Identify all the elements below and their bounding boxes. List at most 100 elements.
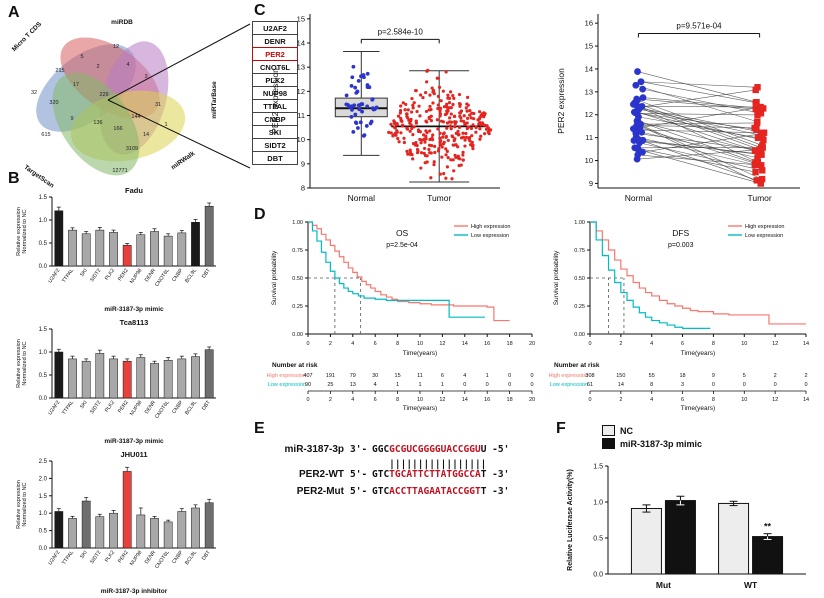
svg-text:Low expression: Low expression xyxy=(745,233,783,239)
luc-bar-mut-nc xyxy=(630,507,662,575)
svg-text:BCL9L: BCL9L xyxy=(184,550,198,567)
sequence-text: GGCGCGUCGGGGUACCGGUU -5' xyxy=(372,444,510,455)
svg-text:Relative expressionNormalized: Relative expressionNormalized to NC xyxy=(16,480,28,529)
venn-count: 1 xyxy=(164,122,167,128)
svg-text:CNBP: CNBP xyxy=(171,549,184,565)
svg-text:BCL9L: BCL9L xyxy=(184,400,198,417)
svg-text:18: 18 xyxy=(680,373,686,379)
bar-plk2 xyxy=(109,232,118,267)
svg-text:11: 11 xyxy=(417,373,423,379)
svg-text:18: 18 xyxy=(507,341,513,347)
panel-c-label: C xyxy=(254,2,266,19)
svg-text:NUP98: NUP98 xyxy=(129,550,144,567)
bar-u2af2 xyxy=(54,210,64,267)
svg-text:1.00: 1.00 xyxy=(574,220,585,226)
svg-text:Normal: Normal xyxy=(625,193,653,203)
sequence-row-mir-3187-3p: miR-3187-3p 3'- GGCGCGUCGGGGUACCGGUU -5' xyxy=(266,444,566,461)
svg-text:8: 8 xyxy=(712,397,715,403)
svg-text:0.0: 0.0 xyxy=(39,546,48,552)
significance-marker: ** xyxy=(764,522,772,532)
bar-ttpal xyxy=(68,229,77,267)
svg-text:4: 4 xyxy=(374,382,377,388)
venn-count: 31 xyxy=(155,102,161,108)
svg-text:8: 8 xyxy=(650,382,653,388)
svg-text:SKI: SKI xyxy=(79,550,89,560)
svg-text:1.5: 1.5 xyxy=(39,327,48,333)
venn-count: 229 xyxy=(99,92,108,98)
svg-text:NUP98: NUP98 xyxy=(129,268,144,285)
bar-cnot6l xyxy=(163,521,173,549)
bar-cnbp xyxy=(177,511,187,549)
svg-text:9: 9 xyxy=(589,179,593,188)
legend-swatch-mimic xyxy=(602,438,615,449)
svg-text:0: 0 xyxy=(588,397,591,403)
panel-a-label: A xyxy=(8,4,20,21)
bar-sidt2 xyxy=(95,516,105,549)
svg-text:CNOT6L: CNOT6L xyxy=(154,550,171,570)
svg-text:25: 25 xyxy=(327,382,333,388)
bar-dbt xyxy=(204,205,214,267)
svg-text:9: 9 xyxy=(301,159,305,168)
svg-text:Survival probability: Survival probability xyxy=(271,250,278,305)
svg-text:0.5: 0.5 xyxy=(593,536,603,543)
svg-text:15: 15 xyxy=(585,42,593,51)
svg-text:0.5: 0.5 xyxy=(39,241,48,247)
svg-text:TTPAL: TTPAL xyxy=(61,550,75,566)
sequence-row-per2-wt: PER2-WT 5'- GTCTGCATTCTTATGGCCAT -3' xyxy=(266,469,566,486)
bar-bcl9l xyxy=(191,222,200,267)
bar-sidt2 xyxy=(95,353,105,399)
svg-text:14: 14 xyxy=(618,382,624,388)
svg-text:0.0: 0.0 xyxy=(593,572,603,579)
svg-text:90: 90 xyxy=(305,382,311,388)
svg-text:2.0: 2.0 xyxy=(39,476,48,482)
sequence-end-tag: 5'- xyxy=(350,486,368,497)
svg-text:PER2 expression: PER2 expression xyxy=(556,68,566,134)
svg-text:308: 308 xyxy=(585,373,594,379)
bar-dbt xyxy=(204,349,214,399)
svg-text:1: 1 xyxy=(418,382,421,388)
svg-text:0: 0 xyxy=(774,382,777,388)
svg-text:0: 0 xyxy=(306,341,309,347)
svg-text:PER2: PER2 xyxy=(117,550,130,565)
svg-text:12: 12 xyxy=(439,341,445,347)
km-curve-high xyxy=(590,221,806,325)
svg-text:CNBP: CNBP xyxy=(171,399,184,415)
venn-set-label: Micro T CDS xyxy=(11,20,44,53)
svg-text:4: 4 xyxy=(650,341,653,347)
svg-text:Survival probability: Survival probability xyxy=(553,250,560,305)
km-title: OS xyxy=(396,228,409,238)
bar-denr xyxy=(150,363,159,399)
svg-text:6: 6 xyxy=(374,341,377,347)
svg-text:PER2 expression: PER2 expression xyxy=(270,68,280,134)
svg-text:150: 150 xyxy=(616,373,625,379)
svg-text:15: 15 xyxy=(297,14,305,23)
svg-text:PER2: PER2 xyxy=(117,268,130,283)
sequence-text: GTCACCTTAGAATACCGGTT -3' xyxy=(372,486,510,497)
bar-cnbp xyxy=(177,358,187,399)
chart-xlabel: miR-3187-3p inhibitor xyxy=(101,588,168,595)
svg-text:1: 1 xyxy=(441,382,444,388)
svg-text:0.25: 0.25 xyxy=(574,304,585,310)
bar-chart-jhu011: 0.0 0.5 1.0 1.5 2.0 2.5 JHU011 Relative express… xyxy=(16,450,216,595)
svg-text:12: 12 xyxy=(772,341,778,347)
svg-text:SKI: SKI xyxy=(79,268,89,278)
chart-title: Tca8113 xyxy=(120,318,149,327)
venn-count: 2 xyxy=(96,64,99,70)
svg-text:12: 12 xyxy=(439,397,445,403)
bar-nup98 xyxy=(136,357,146,399)
bar-plk2 xyxy=(109,512,118,549)
svg-text:18: 18 xyxy=(507,397,513,403)
svg-text:Time(years): Time(years) xyxy=(681,350,715,357)
svg-text:16: 16 xyxy=(484,341,490,347)
svg-text:2: 2 xyxy=(329,341,332,347)
bar-u2af2 xyxy=(54,351,64,399)
svg-text:20: 20 xyxy=(529,341,535,347)
svg-text:16: 16 xyxy=(585,19,593,28)
km-curve-low xyxy=(308,221,485,318)
chart-title: Fadu xyxy=(125,186,143,195)
svg-text:12: 12 xyxy=(772,397,778,403)
venn-count: 615 xyxy=(41,132,50,138)
svg-text:1: 1 xyxy=(486,373,489,379)
svg-text:2: 2 xyxy=(774,373,777,379)
